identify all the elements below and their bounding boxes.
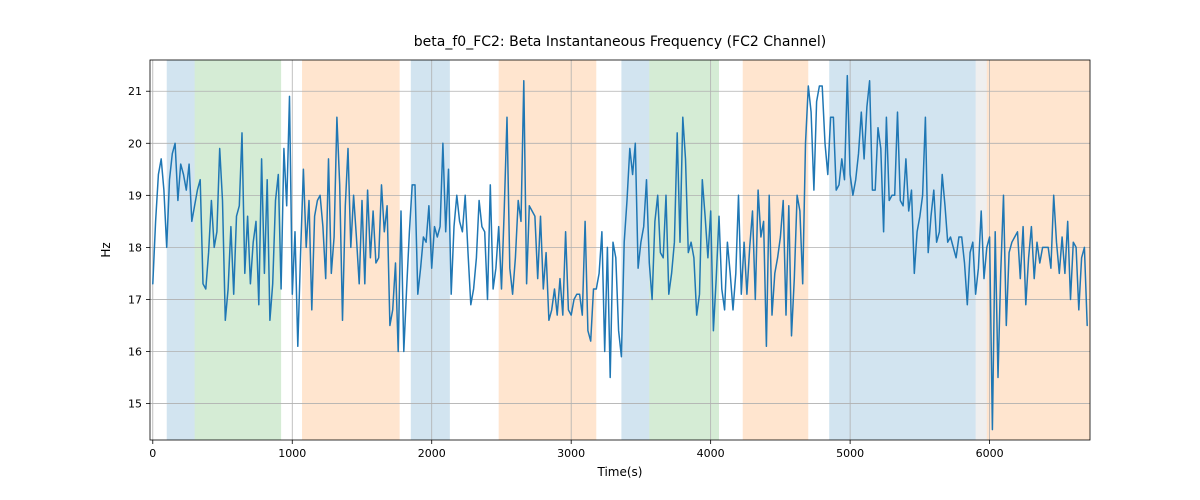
y-ticks: 15 16 17 18 19 20 21 <box>128 85 150 410</box>
y-tick-label: 19 <box>128 189 142 202</box>
x-tick-label: 0 <box>149 447 156 460</box>
shaded-spans <box>167 60 1090 440</box>
y-tick-label: 17 <box>128 293 142 306</box>
x-tick-label: 1000 <box>278 447 306 460</box>
y-tick-label: 21 <box>128 85 142 98</box>
y-tick-label: 18 <box>128 241 142 254</box>
x-tick-label: 5000 <box>836 447 864 460</box>
x-tick-label: 2000 <box>418 447 446 460</box>
x-tick-label: 4000 <box>697 447 725 460</box>
x-tick-label: 6000 <box>976 447 1004 460</box>
x-tick-label: 3000 <box>557 447 585 460</box>
span-region <box>743 60 809 440</box>
y-tick-label: 15 <box>128 398 142 411</box>
span-region <box>302 60 400 440</box>
y-tick-label: 16 <box>128 346 142 359</box>
x-axis-label: Time(s) <box>597 465 643 479</box>
y-axis-label: Hz <box>99 242 113 257</box>
chart-title: beta_f0_FC2: Beta Instantaneous Frequenc… <box>414 34 826 50</box>
y-tick-label: 20 <box>128 137 142 150</box>
span-region <box>499 60 597 440</box>
span-region <box>167 60 195 440</box>
span-region <box>621 60 649 440</box>
span-region <box>976 60 987 440</box>
x-ticks: 0 1000 2000 3000 4000 5000 6000 <box>149 440 1003 460</box>
timeseries-chart: 0 1000 2000 3000 4000 5000 6000 15 16 17 18 19 20 21… <box>0 0 1200 500</box>
chart-container: 0 1000 2000 3000 4000 5000 6000 15 16 17 18 19 20 21… <box>0 0 1200 500</box>
